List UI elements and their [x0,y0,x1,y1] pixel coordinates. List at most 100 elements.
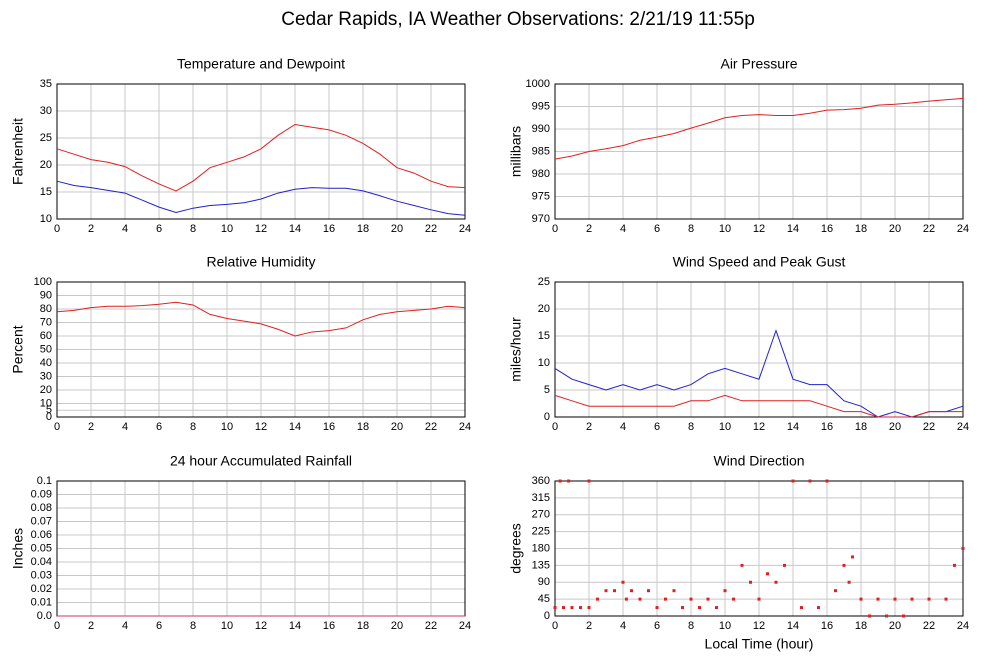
x-tick-label: 4 [620,223,626,235]
data-point [553,606,557,610]
data-point [961,547,965,550]
y-tick-label: 360 [532,475,550,487]
data-point [757,597,761,601]
y-tick-label: 225 [532,526,550,538]
chart-title: Relative Humidity [207,254,316,270]
data-point [655,606,659,610]
data-point [647,589,650,593]
x-tick-label: 14 [787,620,799,632]
y-tick-label: 990 [532,123,550,135]
y-tick-label: 15 [538,330,550,342]
y-tick-label: 10 [40,397,52,409]
x-tick-label: 2 [586,223,592,235]
x-tick-label: 6 [654,620,660,632]
y-tick-label: 270 [532,509,550,521]
x-tick-label: 14 [289,421,301,433]
x-tick-label: 14 [289,223,301,235]
y-tick-label: 70 [40,316,52,328]
data-line [56,123,466,192]
y-tick-label: 25 [40,132,52,144]
x-axis-label: Local Time (hour) [705,636,814,652]
x-tick-label: 18 [855,223,867,235]
data-point [749,580,752,584]
x-tick-label: 6 [654,421,660,433]
y-tick-label: 5 [46,404,52,416]
data-point [927,597,931,601]
chart-title: Air Pressure [720,56,797,72]
y-tick-label: 30 [40,105,52,117]
x-tick-label: 12 [753,421,765,433]
data-line [554,394,963,418]
y-axis-label: millibars [508,126,524,177]
x-tick-label: 12 [255,620,267,632]
y-tick-label: 30 [40,370,52,382]
data-point [672,589,676,593]
x-tick-label: 12 [753,620,765,632]
data-point [579,606,582,610]
data-point [689,597,693,601]
x-tick-label: 12 [753,223,765,235]
y-tick-label: 20 [40,384,52,396]
y-tick-label: 60 [40,330,52,342]
x-tick-label: 20 [391,223,403,235]
x-tick-label: 14 [787,421,799,433]
x-tick-label: 6 [156,421,162,433]
y-tick-label: 45 [538,593,550,605]
y-tick-label: 0 [544,610,550,622]
y-tick-label: 0.07 [31,515,52,527]
y-tick-label: 20 [40,159,52,171]
y-axis-label: miles/hour [508,317,524,382]
data-point [723,589,727,593]
x-tick-label: 10 [221,223,233,235]
data-point [791,479,795,483]
data-point [681,606,684,610]
data-point [893,597,897,601]
y-tick-label: 0.1 [37,475,52,487]
data-point [567,479,571,483]
y-tick-label: 0 [544,411,550,423]
y-tick-label: 995 [532,100,550,112]
y-tick-label: 0.08 [31,502,52,514]
data-point [774,580,778,584]
data-point [851,555,854,559]
data-point [624,597,628,601]
x-tick-label: 20 [391,421,403,433]
x-tick-label: 22 [923,421,935,433]
y-tick-label: 0.03 [31,569,52,581]
x-tick-label: 0 [54,223,60,235]
x-tick-label: 0 [552,223,558,235]
x-tick-label: 18 [855,421,867,433]
x-tick-label: 8 [190,620,196,632]
x-tick-label: 0 [54,620,60,632]
data-line [56,180,466,216]
x-tick-label: 10 [221,620,233,632]
x-tick-label: 22 [923,620,935,632]
x-tick-label: 2 [88,620,94,632]
data-point [587,479,591,483]
data-point [664,597,667,601]
data-point [562,606,565,610]
x-tick-label: 16 [821,421,833,433]
x-tick-label: 10 [221,421,233,433]
y-tick-label: 0.09 [31,488,52,500]
x-tick-label: 16 [323,421,335,433]
x-tick-label: 22 [425,421,437,433]
x-tick-label: 24 [459,421,471,433]
chart-title: Wind Speed and Peak Gust [673,254,846,270]
data-point [596,597,599,601]
y-tick-label: 40 [40,357,52,369]
y-tick-label: 20 [538,303,550,315]
x-tick-label: 20 [391,620,403,632]
x-tick-label: 16 [323,223,335,235]
y-tick-label: 0 [46,411,52,423]
data-point [953,563,956,567]
y-tick-label: 90 [40,289,52,301]
y-tick-label: 50 [40,343,52,355]
x-tick-label: 6 [156,223,162,235]
y-axis-label: Percent [10,325,26,373]
plot-frame [554,281,964,418]
y-tick-label: 15 [40,186,52,198]
x-tick-label: 10 [719,421,731,433]
x-tick-label: 2 [586,421,592,433]
